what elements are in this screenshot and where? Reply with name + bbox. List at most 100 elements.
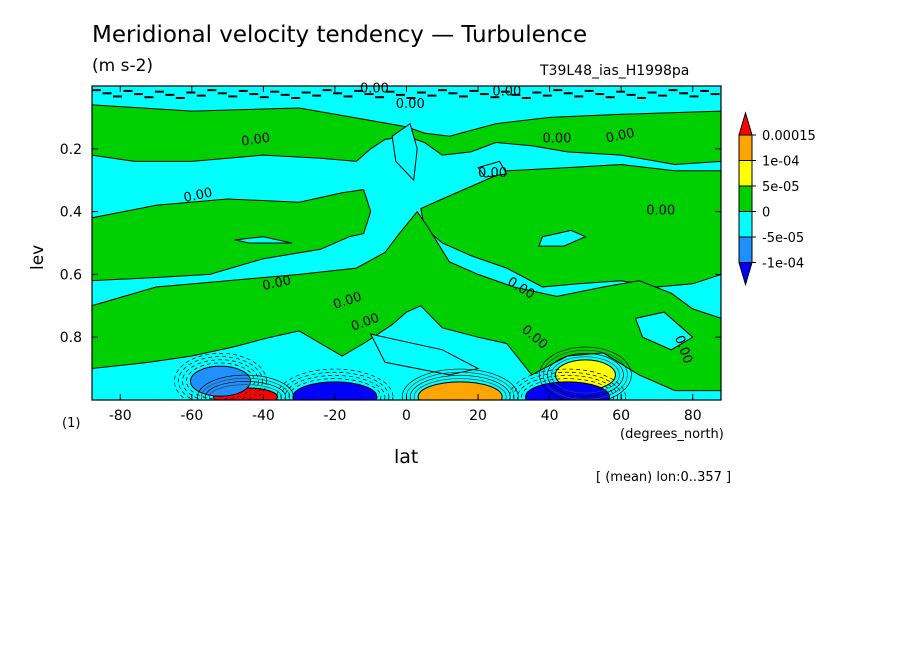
- upper-noise-54: [658, 94, 668, 97]
- upper-noise-58: [700, 89, 710, 92]
- upper-noise-57: [689, 95, 699, 98]
- upper-noise-21: [312, 94, 322, 97]
- contour-ring-6-1: [521, 378, 614, 400]
- upper-noise-19: [291, 96, 301, 99]
- x-tick-label-4: 0: [402, 408, 411, 424]
- contour-ring-5-1: [288, 378, 382, 400]
- upper-noise-30: [406, 96, 416, 99]
- colorbar-swatch-4: [738, 236, 753, 263]
- contour-label-6: 0.00: [360, 81, 389, 96]
- colorbar: 0.00015 1e-04 5e-05 0 -5e-05 -1e-04: [738, 111, 816, 287]
- contour-ring-1-4: [197, 374, 294, 400]
- upper-noise-53: [647, 91, 657, 94]
- upper-noise-42: [532, 91, 542, 94]
- colorbar-top-arrow: [738, 111, 753, 136]
- colorbar-label-3: 0: [762, 206, 770, 221]
- upper-noise-31: [416, 91, 426, 94]
- contour-ring-6-4: [509, 368, 626, 400]
- upper-noise-48: [595, 93, 605, 96]
- upper-noise-37: [479, 93, 489, 96]
- x-tick-label-8: 80: [684, 408, 702, 424]
- upper-noise-22: [322, 89, 332, 92]
- chart-units: (m s-2): [92, 56, 154, 76]
- upper-noise-36: [469, 89, 479, 92]
- contour-ring-1-1: [209, 384, 282, 400]
- upper-noise-15: [249, 93, 259, 96]
- upper-noise-8: [175, 96, 185, 99]
- contour-fill-negative-pocket-5: [369, 333, 480, 376]
- upper-noise-4: [133, 93, 143, 96]
- upper-noise-5: [144, 96, 154, 99]
- contour-label-2: 0.00: [182, 185, 213, 206]
- contour-ring-2-4: [401, 368, 519, 400]
- upper-noise-14: [238, 89, 248, 92]
- contour-extremum-5: [292, 381, 378, 400]
- upper-noise-28: [385, 90, 395, 93]
- upper-noise-9: [186, 91, 196, 94]
- x-axis-label: lat: [394, 446, 419, 468]
- upper-noise-38: [490, 96, 500, 99]
- contour-label-15: 0.00: [605, 126, 636, 147]
- contour-label-11: 0.00: [646, 204, 675, 219]
- contour-label-7: 0.00: [396, 97, 425, 112]
- colorbar-swatch-1: [738, 160, 753, 187]
- upper-noise-27: [375, 96, 385, 99]
- contour-label-9: 0.00: [542, 132, 571, 147]
- contour-ring-3-1: [551, 356, 620, 394]
- upper-noise-34: [448, 92, 458, 95]
- colorbar-bottom-arrow: [738, 262, 753, 287]
- upper-noise-32: [427, 94, 437, 97]
- colorbar-label-0: 0.00015: [762, 129, 816, 144]
- upper-noise-24: [343, 95, 353, 98]
- upper-noise-45: [563, 92, 573, 95]
- contour-ring-1-2: [205, 381, 286, 400]
- upper-noise-2: [112, 95, 122, 98]
- upper-noise-16: [259, 96, 269, 99]
- experiment-id: T39L48_ias_H1998pa: [540, 63, 690, 79]
- colorbar-label-2: 5e-05: [762, 180, 800, 195]
- x-tick-label-5: 20: [469, 408, 487, 424]
- upper-noise-40: [511, 93, 521, 96]
- contour-label-3: 0.00: [261, 273, 292, 294]
- y-tick-label-2: 0.6: [60, 267, 82, 283]
- upper-noise-33: [437, 89, 447, 92]
- contour-ring-4-4: [174, 353, 267, 400]
- upper-noise-0: [92, 89, 101, 92]
- x-tick-label-3: -20: [324, 408, 347, 424]
- contour-ring-5-3: [280, 371, 390, 400]
- contour-label-8: 0.00: [492, 84, 521, 99]
- contour-label-1: 0.00: [240, 131, 271, 150]
- y-tick-label-3: 0.8: [60, 330, 82, 346]
- contour-fill-layer: [92, 86, 721, 400]
- contour-fill-positive-3: [420, 163, 721, 288]
- contour-ring-2-2: [409, 375, 511, 400]
- upper-noise-39: [500, 90, 510, 93]
- contour-ring-4-3: [178, 356, 263, 400]
- upper-noise-7: [165, 93, 175, 96]
- upper-noise-17: [270, 90, 280, 93]
- colorbar-label-1: 1e-04: [762, 155, 800, 170]
- contour-ring-3-2: [547, 353, 624, 397]
- y-tick-label-1: 0.4: [60, 205, 82, 221]
- contour-fill-negative-pocket-3: [234, 236, 293, 244]
- contour-extremum-2: [417, 381, 503, 400]
- footer-note: [ (mean) lon:0..357 ]: [596, 470, 732, 485]
- upper-noise-49: [605, 96, 615, 99]
- colorbar-swatch-2: [738, 185, 753, 212]
- upper-noise-55: [668, 89, 678, 92]
- upper-noise-29: [396, 93, 406, 96]
- upper-noise-35: [458, 95, 468, 98]
- upper-noise-43: [542, 94, 552, 97]
- contour-fill-negative-pocket-6: [634, 311, 694, 351]
- contour-fill-negative-pocket-1: [391, 122, 418, 182]
- upper-noise-6: [154, 90, 164, 93]
- x-tick-label-0: -80: [109, 408, 132, 424]
- contour-label-10: 0.00: [478, 166, 507, 181]
- upper-noise-52: [637, 96, 647, 99]
- x-tick-label-1: -60: [180, 408, 203, 424]
- upper-noise-46: [574, 95, 584, 98]
- upper-noise-47: [584, 89, 594, 92]
- contour-ring-5-2: [284, 375, 386, 400]
- contour-fill-negative-pocket-2: [538, 229, 587, 247]
